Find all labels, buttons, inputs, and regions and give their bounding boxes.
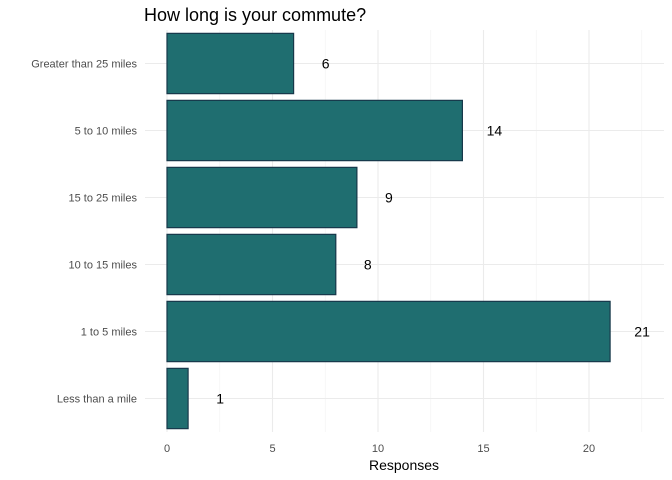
chart-title: How long is your commute? bbox=[144, 5, 366, 25]
data-label: 6 bbox=[322, 56, 330, 72]
x-tick-label: 5 bbox=[269, 443, 275, 455]
data-labels: 1 21 8 9 14 6 bbox=[216, 56, 650, 407]
bar bbox=[166, 32, 295, 95]
data-label: 8 bbox=[364, 257, 372, 273]
x-axis-title: Responses bbox=[369, 457, 439, 473]
x-axis-tick-labels: 0 5 10 15 20 bbox=[164, 443, 595, 455]
y-tick-label: 10 to 15 miles bbox=[69, 260, 138, 272]
bar bbox=[166, 166, 358, 229]
y-tick-label: 5 to 10 miles bbox=[75, 126, 138, 138]
bar bbox=[166, 99, 463, 162]
bars bbox=[166, 32, 611, 430]
y-tick-label: 15 to 25 miles bbox=[69, 193, 138, 205]
y-tick-label: Greater than 25 miles bbox=[31, 59, 137, 71]
bar bbox=[166, 367, 189, 430]
y-axis-tick-labels: Less than a mile 1 to 5 miles 10 to 15 mil… bbox=[31, 59, 137, 406]
bar bbox=[166, 300, 611, 363]
data-label: 21 bbox=[634, 324, 650, 340]
x-tick-label: 0 bbox=[164, 443, 170, 455]
data-label: 14 bbox=[487, 123, 503, 139]
y-tick-label: 1 to 5 miles bbox=[81, 327, 138, 339]
x-tick-label: 15 bbox=[477, 443, 489, 455]
y-tick-label: Less than a mile bbox=[57, 394, 137, 406]
data-label: 9 bbox=[385, 190, 393, 206]
x-tick-label: 20 bbox=[583, 443, 595, 455]
bar bbox=[166, 233, 337, 296]
x-tick-label: 10 bbox=[372, 443, 384, 455]
data-label: 1 bbox=[216, 391, 224, 407]
